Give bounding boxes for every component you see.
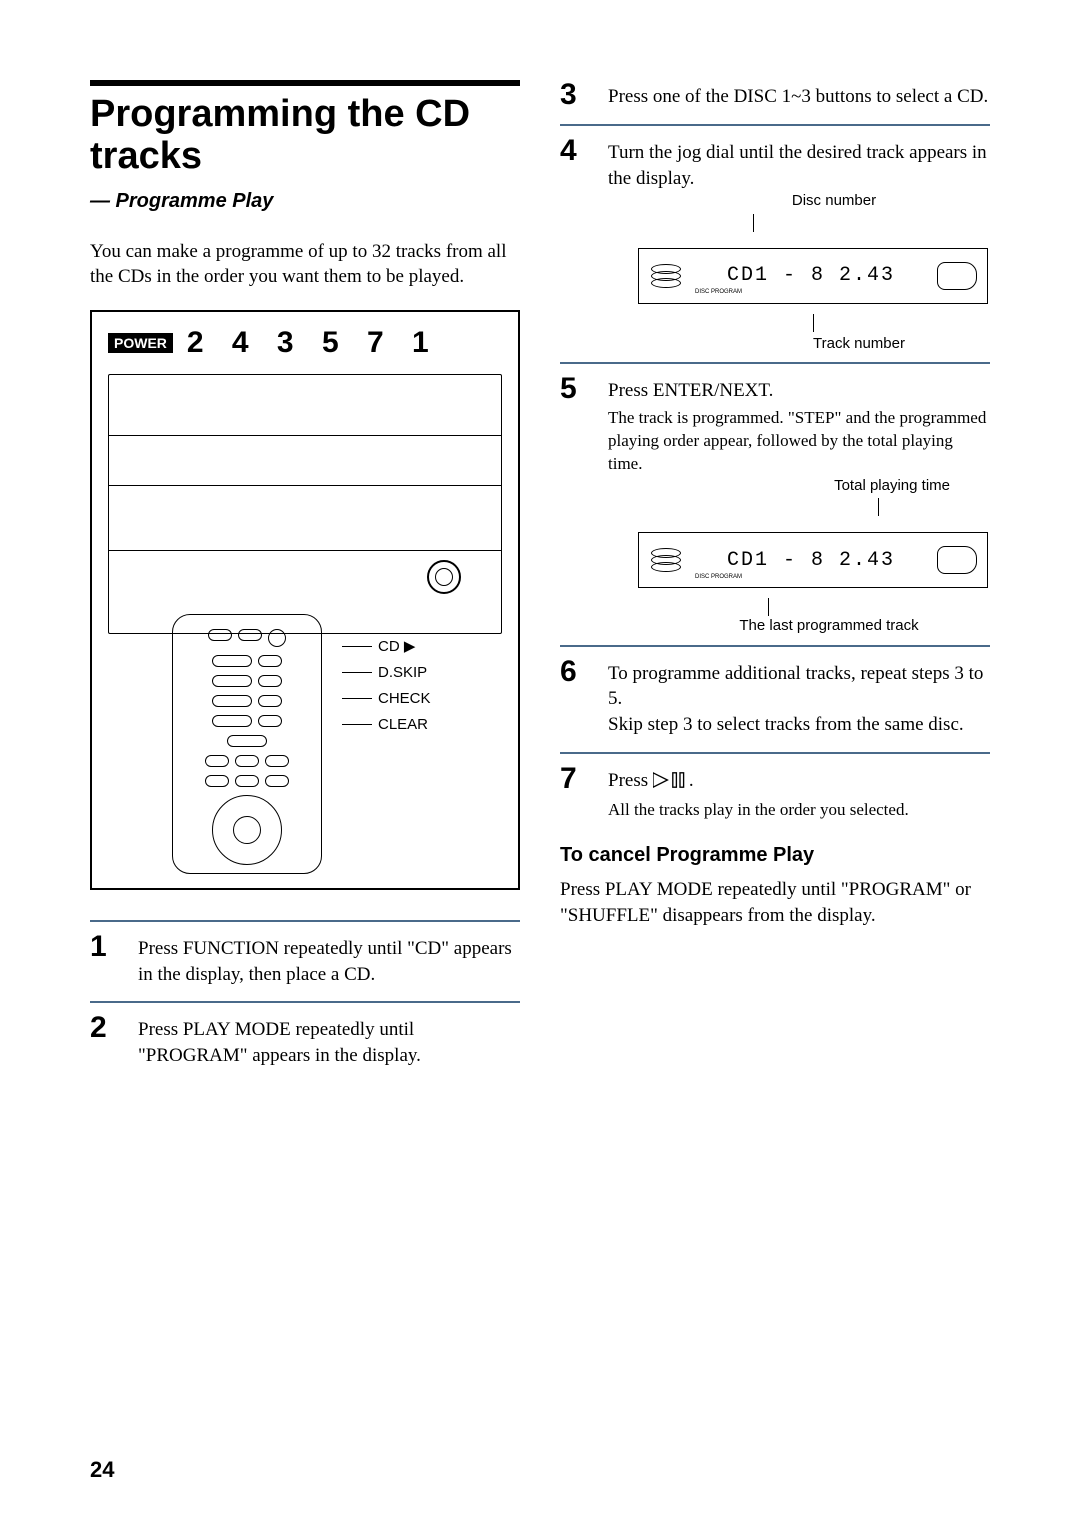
play-pause-icon (653, 770, 689, 796)
step-divider (90, 1001, 520, 1003)
step-2: 2 Press PLAY MODE repeatedly until "PROG… (90, 1013, 520, 1068)
cancel-text: Press PLAY MODE repeatedly until "PROGRA… (560, 873, 990, 928)
stereo-illustration (108, 374, 502, 634)
remote-label-clear: CLEAR (378, 712, 428, 738)
step-divider (560, 124, 990, 126)
step-number: 7 (560, 764, 590, 823)
step-divider (560, 752, 990, 754)
display-illustration-1: DISC PROGRAM CD1 - 8 2.43 (638, 248, 988, 304)
pointer-icon (813, 314, 814, 332)
remote-label-check: CHECK (378, 686, 431, 712)
step-text: Press FUNCTION repeatedly until "CD" app… (138, 932, 520, 987)
step-7: 7 Press . All the tracks play in the ord… (560, 764, 990, 823)
step-number: 3 (560, 80, 590, 110)
pointer-icon (768, 598, 769, 616)
step-text: To programme additional tracks, repeat s… (608, 661, 990, 712)
step-number: 6 (560, 657, 590, 738)
step-5: 5 Press ENTER/NEXT. The track is program… (560, 374, 990, 637)
display-label-disc: Disc number (678, 191, 990, 211)
disc-stack-icon (649, 264, 685, 288)
step-note: The track is programmed. "STEP" and the … (608, 407, 990, 476)
remote-illustration (172, 614, 322, 874)
step-number: 4 (560, 136, 590, 354)
right-column: 3 Press one of the DISC 1~3 buttons to s… (560, 80, 990, 1076)
remote-labels: CD ▶ D.SKIP CHECK CLEAR (342, 634, 431, 738)
step-divider (90, 920, 520, 922)
volume-icon (937, 546, 977, 574)
title-rule (90, 80, 520, 86)
display-indicator: DISC PROGRAM (695, 288, 742, 296)
step-text: Press ENTER/NEXT. (608, 378, 990, 404)
step-4: 4 Turn the jog dial until the desired tr… (560, 136, 990, 354)
remote-label-cd: CD ▶ (378, 634, 415, 660)
step-3: 3 Press one of the DISC 1~3 buttons to s… (560, 80, 990, 110)
step-1: 1 Press FUNCTION repeatedly until "CD" a… (90, 932, 520, 987)
step-text: Press one of the DISC 1~3 buttons to sel… (608, 80, 988, 110)
step-text: Turn the jog dial until the desired trac… (608, 140, 990, 191)
step-number: 2 (90, 1013, 120, 1068)
step-text: Press . (608, 768, 909, 796)
volume-icon (937, 262, 977, 290)
step-note: All the tracks play in the order you sel… (608, 799, 909, 822)
page-number: 24 (90, 1457, 114, 1483)
display-text: CD1 - 8 2.43 (727, 547, 895, 574)
pointer-icon (753, 214, 754, 232)
display-illustration-2: DISC PROGRAM CD1 - 8 2.43 (638, 532, 988, 588)
step-divider (560, 362, 990, 364)
step-note: Skip step 3 to select tracks from the sa… (608, 712, 990, 738)
pointer-icon (878, 498, 879, 516)
display-indicator: DISC PROGRAM (695, 573, 742, 581)
step-divider (560, 645, 990, 647)
step-text: Press PLAY MODE repeatedly until "PROGRA… (138, 1013, 520, 1068)
subtitle: — Programme Play (90, 190, 520, 213)
remote-label-dskip: D.SKIP (378, 660, 427, 686)
left-column: Programming the CD tracks — Programme Pl… (90, 80, 520, 1076)
device-diagram: POWER 2 4 3 5 7 1 CD (90, 310, 520, 890)
step-number: 5 (560, 374, 590, 637)
display-text: CD1 - 8 2.43 (727, 262, 895, 289)
disc-stack-icon (649, 548, 685, 572)
display-label-last: The last programmed track (668, 616, 990, 636)
step-6: 6 To programme additional tracks, repeat… (560, 657, 990, 738)
cancel-heading: To cancel Programme Play (560, 844, 990, 867)
display-label-track: Track number (728, 334, 990, 354)
power-badge: POWER (108, 333, 173, 353)
page-title: Programming the CD tracks (90, 94, 520, 178)
step-number: 1 (90, 932, 120, 987)
intro-text: You can make a programme of up to 32 tra… (90, 239, 520, 290)
display-label-time: Total playing time (768, 476, 990, 496)
callout-numbers: 2 4 3 5 7 1 (187, 326, 502, 360)
